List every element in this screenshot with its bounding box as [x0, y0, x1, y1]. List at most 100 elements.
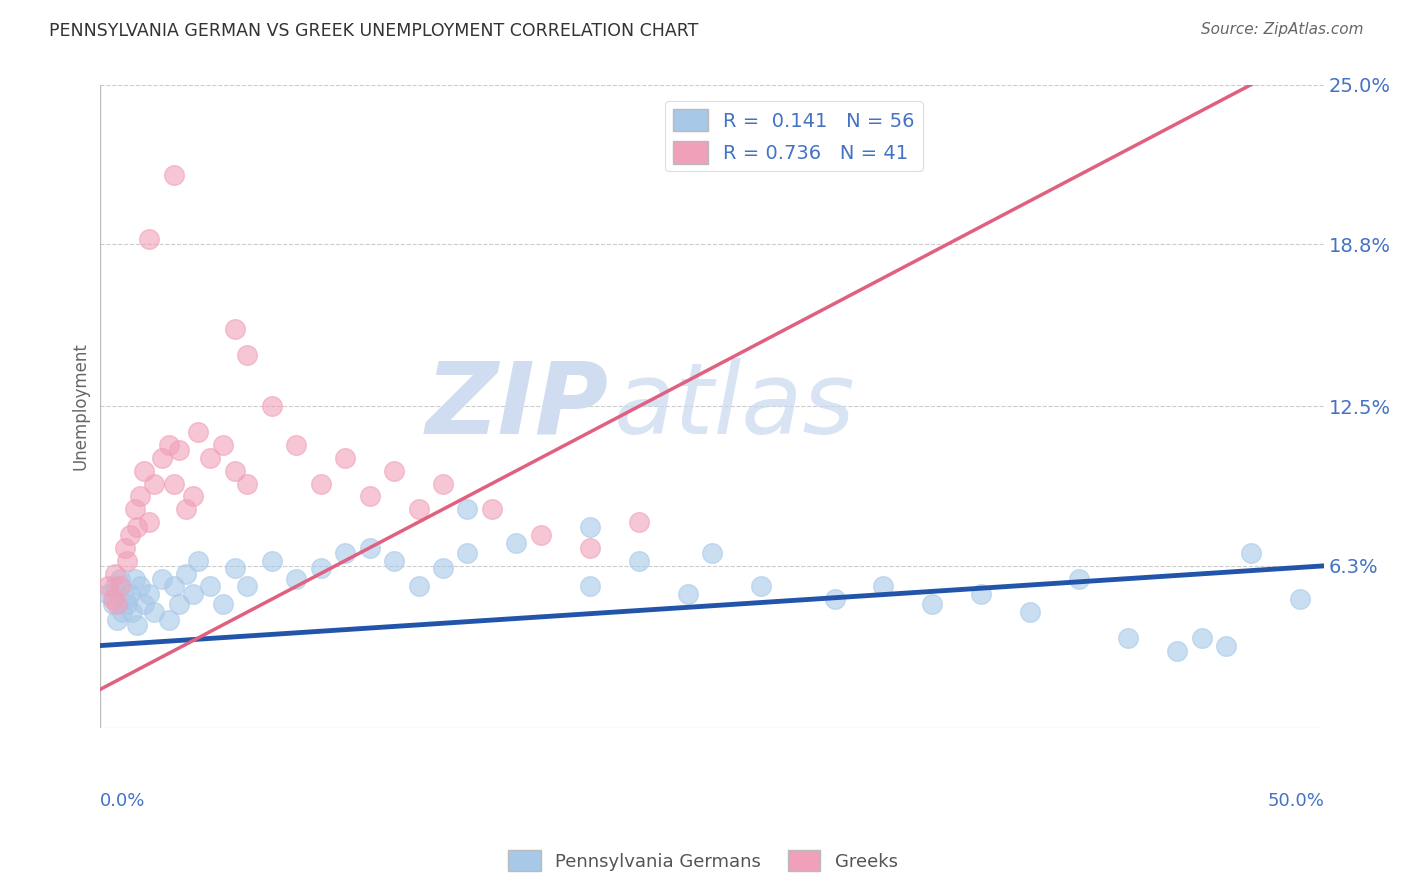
Point — [125, 618, 148, 632]
Point — [183, 587, 205, 601]
Point — [530, 528, 553, 542]
Point — [118, 587, 141, 601]
Point — [108, 579, 131, 593]
Point — [134, 598, 156, 612]
Point — [333, 546, 356, 560]
Point — [187, 554, 209, 568]
Point — [505, 535, 527, 549]
Point — [157, 613, 180, 627]
Point — [124, 502, 146, 516]
Point — [174, 566, 197, 581]
Point — [408, 502, 430, 516]
Point — [150, 572, 173, 586]
Point — [1116, 631, 1139, 645]
Point — [309, 561, 332, 575]
Point — [285, 438, 308, 452]
Point — [114, 592, 136, 607]
Point — [456, 546, 478, 560]
Point — [104, 566, 127, 581]
Point — [200, 450, 222, 465]
Point — [117, 554, 139, 568]
Text: ZIP: ZIP — [425, 358, 609, 455]
Legend: Pennsylvania Germans, Greeks: Pennsylvania Germans, Greeks — [501, 843, 905, 879]
Point — [97, 587, 120, 601]
Point — [111, 605, 134, 619]
Point — [101, 592, 124, 607]
Point — [1288, 592, 1310, 607]
Point — [382, 554, 405, 568]
Point — [134, 464, 156, 478]
Point — [114, 541, 136, 555]
Point — [627, 515, 650, 529]
Point — [236, 348, 259, 362]
Point — [333, 450, 356, 465]
Point — [174, 502, 197, 516]
Point — [117, 598, 139, 612]
Point — [138, 587, 160, 601]
Point — [236, 579, 259, 593]
Point — [101, 598, 124, 612]
Point — [138, 232, 160, 246]
Point — [163, 168, 186, 182]
Y-axis label: Unemployment: Unemployment — [72, 343, 89, 470]
Point — [200, 579, 222, 593]
Point — [824, 592, 846, 607]
Point — [157, 438, 180, 452]
Point — [128, 490, 150, 504]
Point — [578, 520, 600, 534]
Text: atlas: atlas — [614, 358, 856, 455]
Point — [138, 515, 160, 529]
Point — [121, 605, 143, 619]
Point — [432, 561, 454, 575]
Point — [163, 476, 186, 491]
Point — [167, 598, 190, 612]
Point — [167, 443, 190, 458]
Point — [163, 579, 186, 593]
Point — [285, 572, 308, 586]
Point — [1019, 605, 1042, 619]
Point — [128, 579, 150, 593]
Point — [702, 546, 724, 560]
Point — [970, 587, 993, 601]
Point — [432, 476, 454, 491]
Text: PENNSYLVANIA GERMAN VS GREEK UNEMPLOYMENT CORRELATION CHART: PENNSYLVANIA GERMAN VS GREEK UNEMPLOYMEN… — [49, 22, 699, 40]
Point — [456, 502, 478, 516]
Point — [260, 400, 283, 414]
Point — [1191, 631, 1213, 645]
Point — [224, 464, 246, 478]
Point — [578, 579, 600, 593]
Point — [481, 502, 503, 516]
Point — [107, 613, 129, 627]
Point — [872, 579, 894, 593]
Point — [921, 598, 943, 612]
Point — [97, 579, 120, 593]
Point — [183, 490, 205, 504]
Point — [1215, 639, 1237, 653]
Point — [143, 476, 166, 491]
Point — [224, 322, 246, 336]
Point — [382, 464, 405, 478]
Text: Source: ZipAtlas.com: Source: ZipAtlas.com — [1201, 22, 1364, 37]
Point — [124, 572, 146, 586]
Point — [749, 579, 772, 593]
Text: 50.0%: 50.0% — [1267, 792, 1324, 810]
Point — [107, 598, 129, 612]
Point — [1069, 572, 1091, 586]
Point — [150, 450, 173, 465]
Point — [187, 425, 209, 439]
Point — [211, 438, 233, 452]
Point — [211, 598, 233, 612]
Point — [408, 579, 430, 593]
Point — [578, 541, 600, 555]
Text: 0.0%: 0.0% — [100, 792, 146, 810]
Point — [108, 572, 131, 586]
Point — [104, 579, 127, 593]
Point — [1166, 644, 1188, 658]
Point — [627, 554, 650, 568]
Legend: R =  0.141   N = 56, R = 0.736   N = 41: R = 0.141 N = 56, R = 0.736 N = 41 — [665, 101, 922, 171]
Point — [236, 476, 259, 491]
Point — [260, 554, 283, 568]
Point — [309, 476, 332, 491]
Point — [676, 587, 699, 601]
Point — [359, 541, 381, 555]
